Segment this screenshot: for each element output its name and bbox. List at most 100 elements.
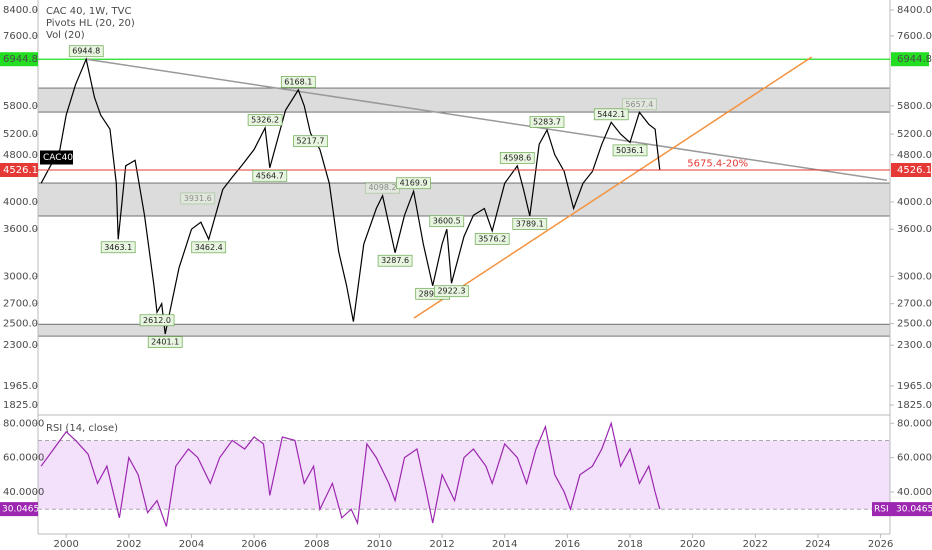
value-badge	[0, 502, 38, 517]
pivot-label: 4098.2	[369, 183, 397, 192]
y-tick-label: 5800.0	[897, 101, 932, 112]
x-tick-label: 2006	[241, 539, 266, 550]
y-tick-label: 7600.0	[897, 31, 932, 42]
y-tick-label: 3000.0	[897, 271, 932, 282]
pivot-label: 4598.6	[503, 153, 531, 162]
series-name: RSI	[874, 505, 889, 515]
x-tick-label: 2026	[868, 539, 893, 550]
x-tick-label: 2020	[680, 539, 705, 550]
x-tick-label: 2008	[304, 539, 329, 550]
pivot-box	[247, 114, 283, 126]
y-tick-label: 4000.0	[3, 197, 38, 208]
trend-line	[413, 56, 813, 319]
pivot-label: 5657.4	[625, 100, 653, 109]
x-tick-label: 2022	[743, 539, 768, 550]
pivot-box	[512, 218, 548, 230]
symbol-label: CAC40	[43, 153, 73, 163]
pivot-label: 5326.2	[251, 115, 279, 124]
pivot-box	[499, 152, 535, 164]
y-tick-label: 4800.0	[897, 150, 932, 161]
symbol-badge	[40, 150, 73, 165]
y-tick-label: 7600.0	[3, 31, 38, 42]
x-tick-label: 2002	[116, 539, 141, 550]
y-tick-label: 5200.0	[897, 129, 932, 140]
rsi-title: RSI (14, close)	[46, 423, 118, 434]
pivot-box	[293, 135, 328, 148]
pivot-label: 5442.1	[597, 110, 625, 119]
y-tick-label: 5200.0	[3, 129, 38, 140]
y-tick-label: 4000.0	[897, 197, 932, 208]
pivot-label: 2612.0	[143, 316, 171, 325]
pivot-box	[612, 144, 648, 157]
x-tick-label: 2004	[179, 539, 204, 550]
pivot-label: 6168.1	[284, 77, 312, 86]
pivot-label: 4169.9	[400, 179, 428, 188]
x-tick-label: 2010	[367, 539, 392, 550]
price-badge	[0, 163, 38, 178]
value-label: 30.0465	[2, 505, 39, 515]
y-tick-label: 2700.0	[3, 299, 38, 310]
level-label: 6944.8	[3, 54, 38, 65]
pivot-label: 3287.6	[381, 256, 409, 265]
indicator-label: Pivots HL (20, 20)	[46, 18, 135, 29]
trend-line	[86, 58, 887, 182]
x-tick-label: 2016	[555, 539, 580, 550]
pivot-label: 5036.1	[616, 146, 644, 155]
x-tick-label: 2024	[805, 539, 830, 550]
value-badge	[872, 502, 932, 517]
price-badge	[891, 163, 931, 178]
series-line	[40, 421, 661, 527]
pivot-label: 3789.1	[516, 219, 544, 228]
pivot-label: 2401.1	[151, 338, 179, 347]
value-label: 30.0465	[896, 505, 932, 515]
y-tick-label: 60.0000	[3, 453, 44, 464]
y-tick-label: 5800.0	[3, 101, 38, 112]
y-tick-label: 3000.0	[3, 271, 38, 282]
y-tick-label: 40.0000	[897, 487, 932, 498]
level-badge	[0, 52, 38, 67]
rsi-band	[38, 440, 890, 510]
annotation: 5675.4-20%	[687, 159, 748, 170]
pivot-box	[622, 98, 657, 111]
y-tick-label: 80.0000	[3, 418, 44, 429]
pivot-box	[529, 116, 565, 128]
price-label: 4526.1	[3, 165, 38, 176]
series-line	[40, 57, 661, 335]
y-tick-label: 1825.0	[3, 400, 38, 411]
pivot-box	[396, 177, 431, 190]
pivot-label: 3462.4	[195, 243, 223, 252]
y-tick-label: 2700.0	[897, 299, 932, 310]
pivot-box	[593, 108, 629, 121]
chart-title: CAC 40, 1W, TVC	[46, 6, 131, 17]
y-tick-label: 80.0000	[897, 418, 932, 429]
zone	[37, 87, 891, 113]
zone	[37, 182, 891, 217]
pivot-box	[280, 76, 316, 88]
pivot-label: 3931.6	[184, 194, 212, 203]
level-badge	[891, 52, 929, 67]
y-tick-label: 8400.0	[3, 5, 38, 16]
price-label: 4526.1	[897, 165, 932, 176]
pivot-label: 4564.7	[256, 171, 284, 180]
pivot-label: 3576.2	[478, 234, 506, 243]
pivot-box	[429, 215, 465, 228]
y-tick-label: 2500.0	[3, 319, 38, 330]
y-tick-label: 2500.0	[897, 319, 932, 330]
pivot-label: 3463.1	[104, 243, 132, 252]
y-tick-label: 2300.0	[897, 340, 932, 351]
pivot-label: 6944.8	[72, 47, 100, 56]
pivot-box	[434, 285, 469, 298]
x-tick-label: 2018	[617, 539, 642, 550]
y-tick-label: 8400.0	[897, 5, 932, 16]
pivot-box	[139, 314, 175, 327]
pivot-label: 2922.3	[437, 287, 465, 296]
y-tick-label: 1965.0	[3, 381, 38, 392]
pivot-box	[180, 192, 216, 205]
pivot-box	[68, 45, 104, 58]
pivot-label: 3600.5	[433, 217, 461, 226]
y-tick-label: 1965.0	[897, 381, 932, 392]
level-label: 6944.8	[897, 54, 932, 65]
pivot-label: 5283.7	[533, 117, 561, 126]
pivot-box	[191, 241, 227, 254]
